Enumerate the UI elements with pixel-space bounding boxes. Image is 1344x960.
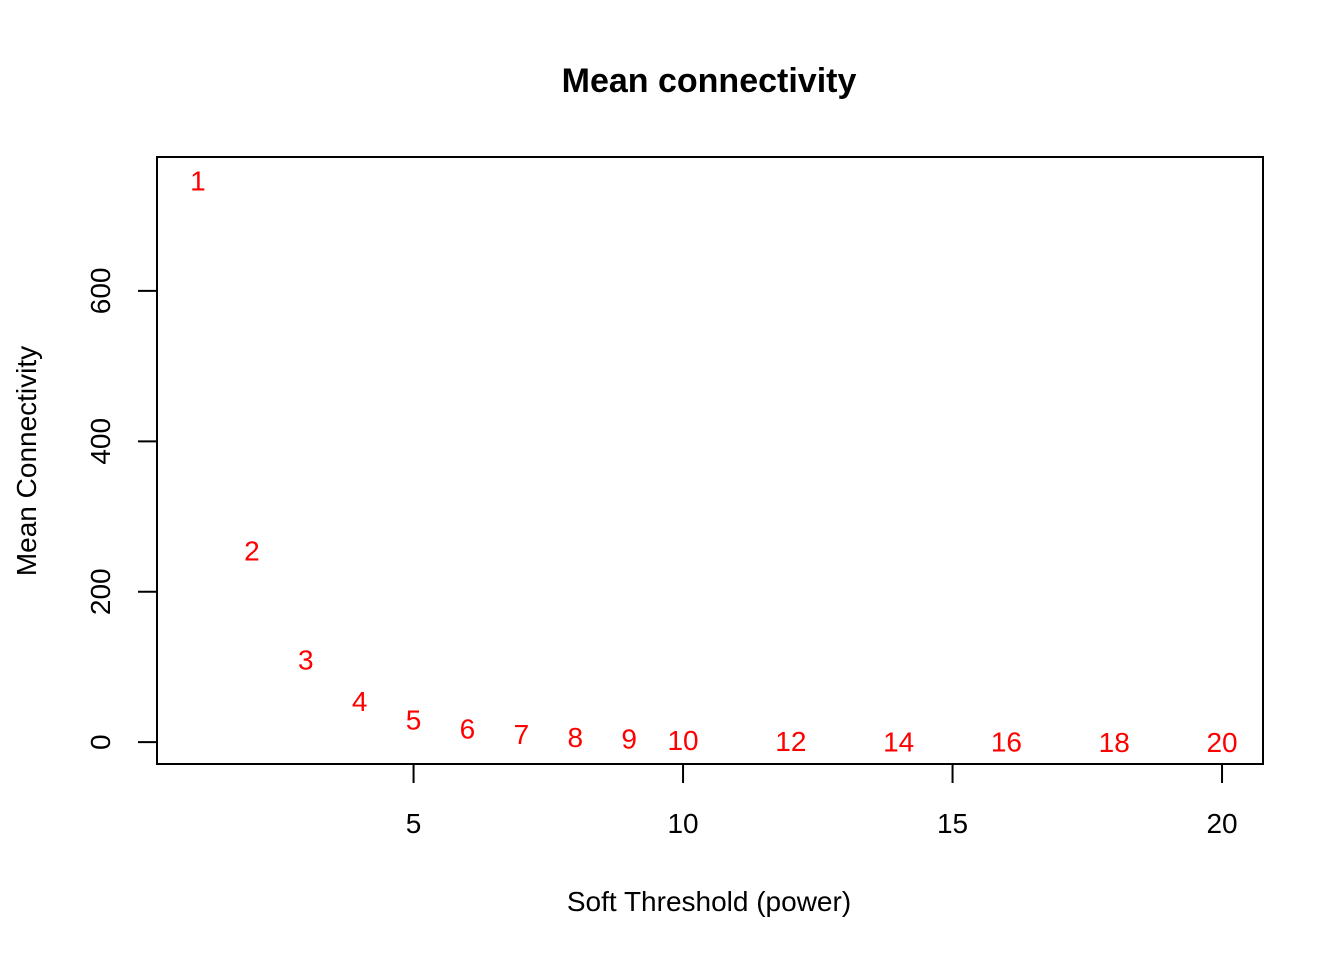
data-point-label: 1 xyxy=(190,165,206,196)
data-point-label: 5 xyxy=(406,705,422,736)
x-axis-label: Soft Threshold (power) xyxy=(567,886,851,917)
data-point-label: 20 xyxy=(1206,727,1237,758)
data-point-label: 14 xyxy=(883,726,914,757)
x-tick-label: 15 xyxy=(937,808,968,839)
data-point-label: 9 xyxy=(621,723,637,754)
data-point-label: 16 xyxy=(991,727,1022,758)
data-point-label: 18 xyxy=(1099,727,1130,758)
y-axis: 0 200 400 600 xyxy=(85,268,158,750)
y-tick-label: 0 xyxy=(85,734,116,750)
x-axis: 5 10 15 20 xyxy=(406,763,1238,839)
data-point-label: 3 xyxy=(298,644,314,675)
y-tick-label: 600 xyxy=(85,268,116,315)
chart-title: Mean connectivity xyxy=(562,62,857,100)
x-tick-label: 5 xyxy=(406,808,422,839)
data-point-label: 2 xyxy=(244,535,260,566)
data-point-label: 4 xyxy=(352,686,368,717)
data-point-label: 8 xyxy=(567,722,583,753)
x-tick-label: 20 xyxy=(1206,808,1237,839)
x-tick-label: 10 xyxy=(667,808,698,839)
y-tick-label: 200 xyxy=(85,568,116,615)
y-tick-label: 400 xyxy=(85,418,116,465)
y-axis-label: Mean Connectivity xyxy=(11,346,42,576)
data-point-label: 6 xyxy=(460,714,476,745)
data-point-label: 10 xyxy=(667,725,698,756)
plot-area xyxy=(156,156,1264,765)
data-point-label: 7 xyxy=(514,719,530,750)
data-point-label: 12 xyxy=(775,726,806,757)
